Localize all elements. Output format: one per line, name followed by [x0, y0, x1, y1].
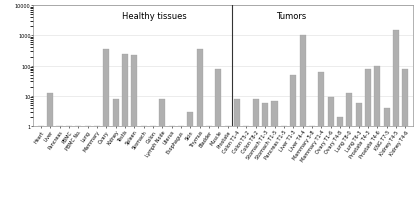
- Bar: [290, 75, 296, 204]
- Bar: [66, 126, 72, 204]
- Bar: [337, 118, 343, 204]
- Bar: [346, 94, 352, 204]
- Text: Tumors: Tumors: [276, 12, 306, 21]
- Bar: [47, 94, 53, 204]
- Bar: [309, 126, 315, 204]
- Bar: [103, 50, 109, 204]
- Bar: [75, 126, 81, 204]
- Bar: [271, 101, 278, 204]
- Bar: [318, 73, 324, 204]
- Bar: [402, 70, 408, 204]
- Bar: [85, 126, 90, 204]
- Bar: [327, 98, 334, 204]
- Bar: [178, 126, 184, 204]
- Bar: [281, 126, 287, 204]
- Bar: [131, 56, 137, 204]
- Bar: [141, 126, 147, 204]
- Bar: [94, 126, 100, 204]
- Bar: [206, 126, 212, 204]
- Bar: [262, 103, 268, 204]
- Bar: [38, 126, 44, 204]
- Bar: [197, 50, 203, 204]
- Bar: [187, 112, 193, 204]
- Bar: [374, 66, 380, 204]
- Bar: [122, 54, 128, 204]
- Bar: [356, 103, 362, 204]
- Bar: [159, 99, 166, 204]
- Bar: [216, 70, 221, 204]
- Bar: [253, 99, 259, 204]
- Bar: [150, 126, 156, 204]
- Bar: [234, 99, 240, 204]
- Bar: [56, 126, 63, 204]
- Bar: [393, 31, 399, 204]
- Bar: [113, 99, 119, 204]
- Bar: [168, 126, 175, 204]
- Bar: [384, 108, 390, 204]
- Bar: [225, 126, 231, 204]
- Text: Healthy tissues: Healthy tissues: [123, 12, 187, 21]
- Bar: [299, 36, 306, 204]
- Bar: [365, 69, 371, 204]
- Bar: [244, 126, 249, 204]
